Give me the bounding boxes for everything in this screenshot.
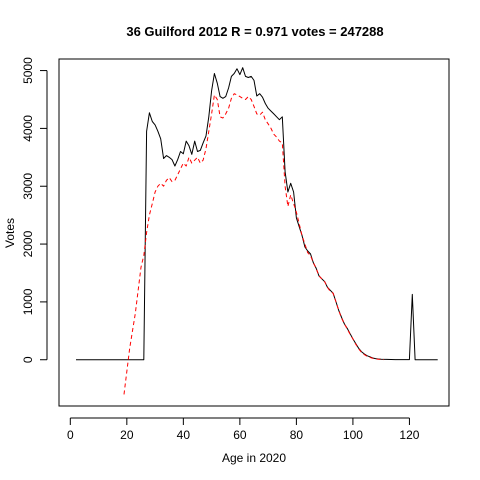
plot-frame bbox=[58, 58, 450, 407]
x-tick-label: 0 bbox=[67, 428, 74, 442]
series-layer bbox=[76, 67, 438, 395]
y-tick-label: 5000 bbox=[21, 57, 35, 84]
y-tick-label: 2000 bbox=[21, 230, 35, 257]
y-tick-label: 0 bbox=[21, 356, 35, 363]
series-line-1 bbox=[76, 67, 438, 361]
x-tick-label: 80 bbox=[290, 428, 304, 442]
x-axis: 0 20 40 60 80 100 120 bbox=[67, 417, 420, 442]
x-axis-label: Age in 2020 bbox=[222, 451, 286, 465]
y-tick-label: 4000 bbox=[21, 115, 35, 142]
x-tick-label: 120 bbox=[399, 428, 419, 442]
x-tick-label: 40 bbox=[177, 428, 191, 442]
y-tick-label: 3000 bbox=[21, 173, 35, 200]
y-axis: 0 1000 2000 3000 4000 5000 bbox=[21, 57, 48, 363]
chart-title: 36 Guilford 2012 R = 0.971 votes = 24728… bbox=[126, 24, 383, 39]
x-tick-label: 60 bbox=[233, 428, 247, 442]
series-line-2 bbox=[123, 93, 385, 395]
x-tick-label: 100 bbox=[343, 428, 363, 442]
y-axis-label: Votes bbox=[3, 218, 17, 248]
x-tick-label: 20 bbox=[120, 428, 134, 442]
y-tick-label: 1000 bbox=[21, 288, 35, 315]
